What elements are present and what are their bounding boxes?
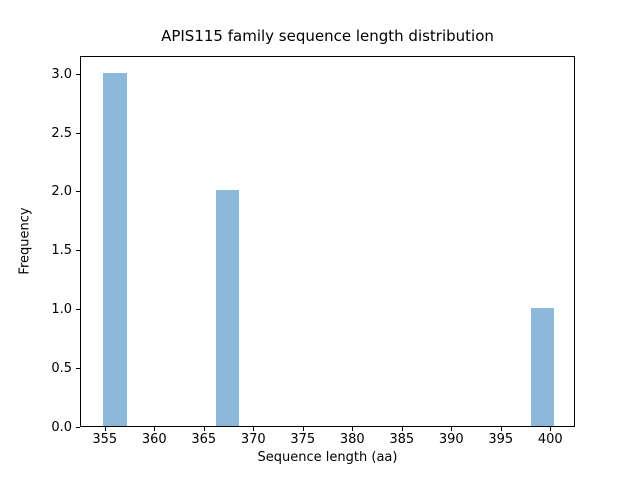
- x-tick-mark: [550, 427, 552, 431]
- x-tick-mark: [352, 427, 354, 431]
- y-tick-mark: [76, 427, 80, 428]
- x-tick-mark: [302, 427, 304, 431]
- y-tick-mark: [76, 132, 80, 134]
- x-tick-mark: [104, 427, 106, 431]
- y-tick-label: 2.5: [51, 125, 72, 141]
- x-tick-mark: [203, 427, 205, 431]
- x-tick-label: 360: [141, 432, 167, 447]
- plot-area: [80, 56, 575, 427]
- histogram-bar: [102, 72, 127, 426]
- y-tick-mark: [76, 73, 80, 75]
- y-axis-label: Frequency: [17, 207, 33, 275]
- y-tick-label: 0.0: [51, 420, 72, 435]
- x-tick-mark: [451, 427, 453, 431]
- x-tick-label: 380: [339, 432, 365, 447]
- x-tick-mark: [154, 427, 156, 431]
- y-tick-mark: [76, 309, 80, 311]
- histogram-bar: [215, 190, 240, 426]
- x-tick-label: 365: [191, 432, 217, 447]
- y-tick-label: 3.0: [51, 66, 72, 82]
- y-tick-label: 1.5: [51, 243, 72, 259]
- y-tick-label: 2.0: [51, 184, 72, 200]
- histogram-bar: [531, 308, 555, 426]
- x-tick-label: 355: [92, 432, 118, 447]
- y-tick-label: 1.0: [51, 302, 72, 318]
- y-tick-mark: [76, 191, 80, 193]
- x-tick-mark: [253, 427, 255, 431]
- y-tick-label: 0.5: [51, 361, 72, 377]
- x-tick-mark: [401, 427, 403, 431]
- y-tick-mark: [76, 250, 80, 252]
- x-axis-label: Sequence length (aa): [257, 450, 398, 465]
- y-tick-mark: [76, 368, 80, 370]
- x-tick-label: 370: [240, 432, 266, 447]
- x-tick-label: 375: [290, 432, 316, 447]
- x-tick-label: 400: [537, 432, 563, 447]
- chart-title: APIS115 family sequence length distribut…: [161, 27, 494, 45]
- x-tick-label: 385: [389, 432, 415, 447]
- x-tick-label: 395: [488, 432, 514, 447]
- x-tick-label: 390: [438, 432, 464, 447]
- x-tick-mark: [500, 427, 502, 431]
